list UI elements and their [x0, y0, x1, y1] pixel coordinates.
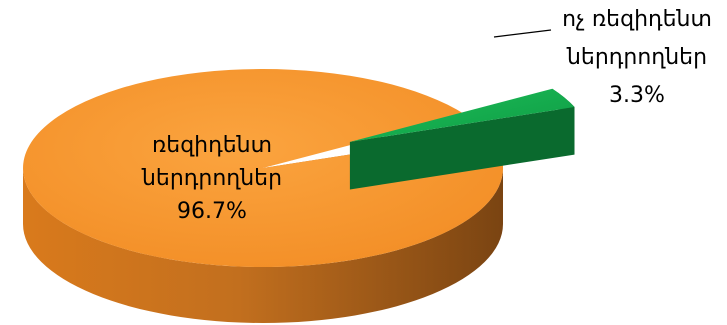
label-resident-line2: ներդրողներ — [141, 166, 282, 191]
leader-line — [493, 29, 552, 38]
label-non-resident-value: 3.3% — [609, 83, 665, 108]
label-resident-value: 96.7% — [177, 199, 247, 224]
pie-slice-non-resident — [349, 88, 575, 142]
pie-slice-side-resident — [23, 168, 503, 323]
slice-label-non-resident: ոչ ռեզիդենտ ներդրողներ 3.3% — [562, 7, 712, 108]
pie-slice-wall-non-resident — [349, 107, 575, 190]
pie-slice-resident — [23, 69, 504, 268]
label-non-resident-line2: ներդրողներ — [566, 45, 707, 70]
slice-label-resident: ռեզիդենտ ներդրողներ 96.7% — [141, 133, 282, 224]
label-resident-line1: ռեզիդենտ — [152, 133, 272, 158]
label-non-resident-line1: ոչ ռեզիդենտ — [562, 7, 712, 32]
